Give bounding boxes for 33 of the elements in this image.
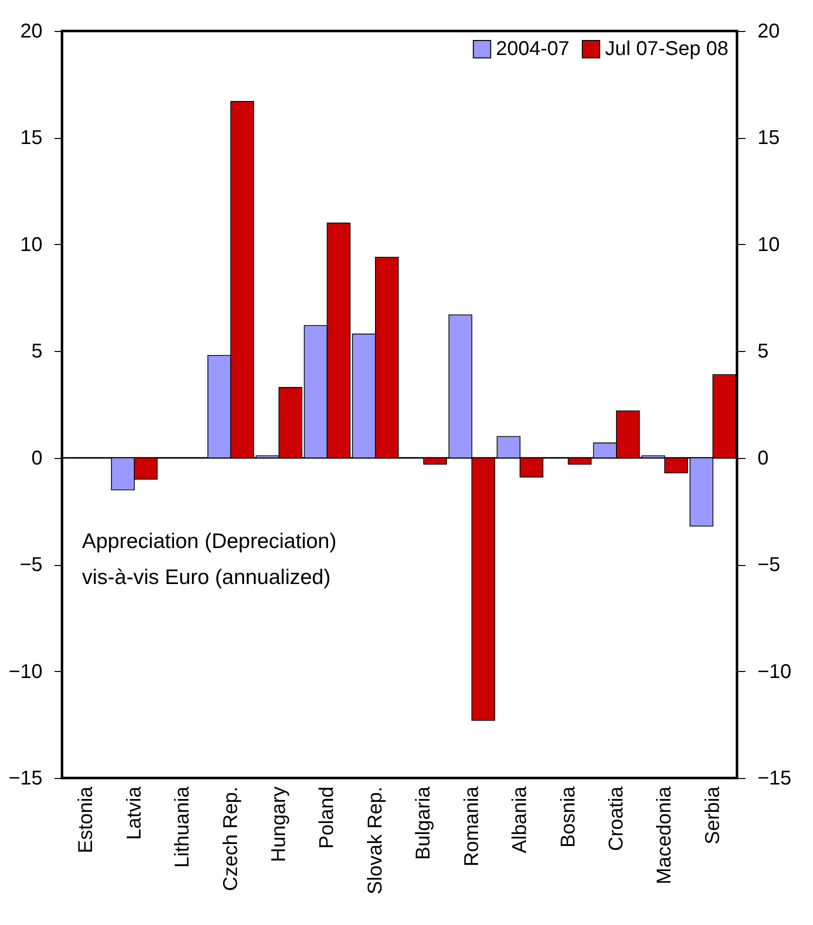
x-tick-label: Poland [316, 786, 338, 849]
y-tick-label: −10 [8, 660, 42, 683]
y-tick-label: 20 [20, 20, 42, 42]
y2-tick-label: 5 [758, 340, 769, 363]
x-tick-label: Romania [460, 786, 483, 867]
y2-tick-label: 15 [758, 127, 780, 150]
y-tick-label: 5 [31, 340, 42, 363]
x-tick-label: Lithuania [172, 786, 194, 868]
x-tick-label: Croatia [605, 786, 628, 851]
x-tick-label: Latvia [123, 786, 146, 840]
y-tick-label: 15 [20, 127, 42, 150]
x-tick-label: Bulgaria [412, 786, 435, 860]
x-tick-label: Macedonia [654, 786, 676, 884]
x-tick-label: Albania [509, 786, 532, 854]
x-tick-label: Hungary [268, 786, 290, 862]
y2-tick-label: 10 [758, 234, 780, 256]
y-tick-label: 0 [31, 447, 42, 470]
y-tick-label: 10 [20, 234, 42, 256]
x-tick-label: Czech Rep. [220, 786, 242, 891]
y-tick-label: −5 [20, 554, 42, 576]
legend-label: 2004-07 [496, 38, 570, 60]
x-tick-label: Serbia [702, 786, 724, 844]
y2-tick-label: 20 [758, 20, 780, 42]
x-tick-label: Slovak Rep. [364, 786, 386, 894]
x-tick-label: Estonia [75, 786, 98, 854]
annotation: Appreciation (Depreciation) vis-à-vis Euro (annualized) [82, 530, 336, 589]
y2-tick-label: −10 [758, 660, 792, 683]
x-tick-label: Bosnia [557, 786, 580, 848]
y2-tick-label: −5 [758, 554, 780, 576]
y2-tick-label: −15 [758, 768, 792, 790]
legend-label: Jul 07-Sep 08 [605, 38, 728, 60]
y-tick-label: −15 [8, 768, 42, 790]
y2-tick-label: 0 [758, 447, 769, 470]
